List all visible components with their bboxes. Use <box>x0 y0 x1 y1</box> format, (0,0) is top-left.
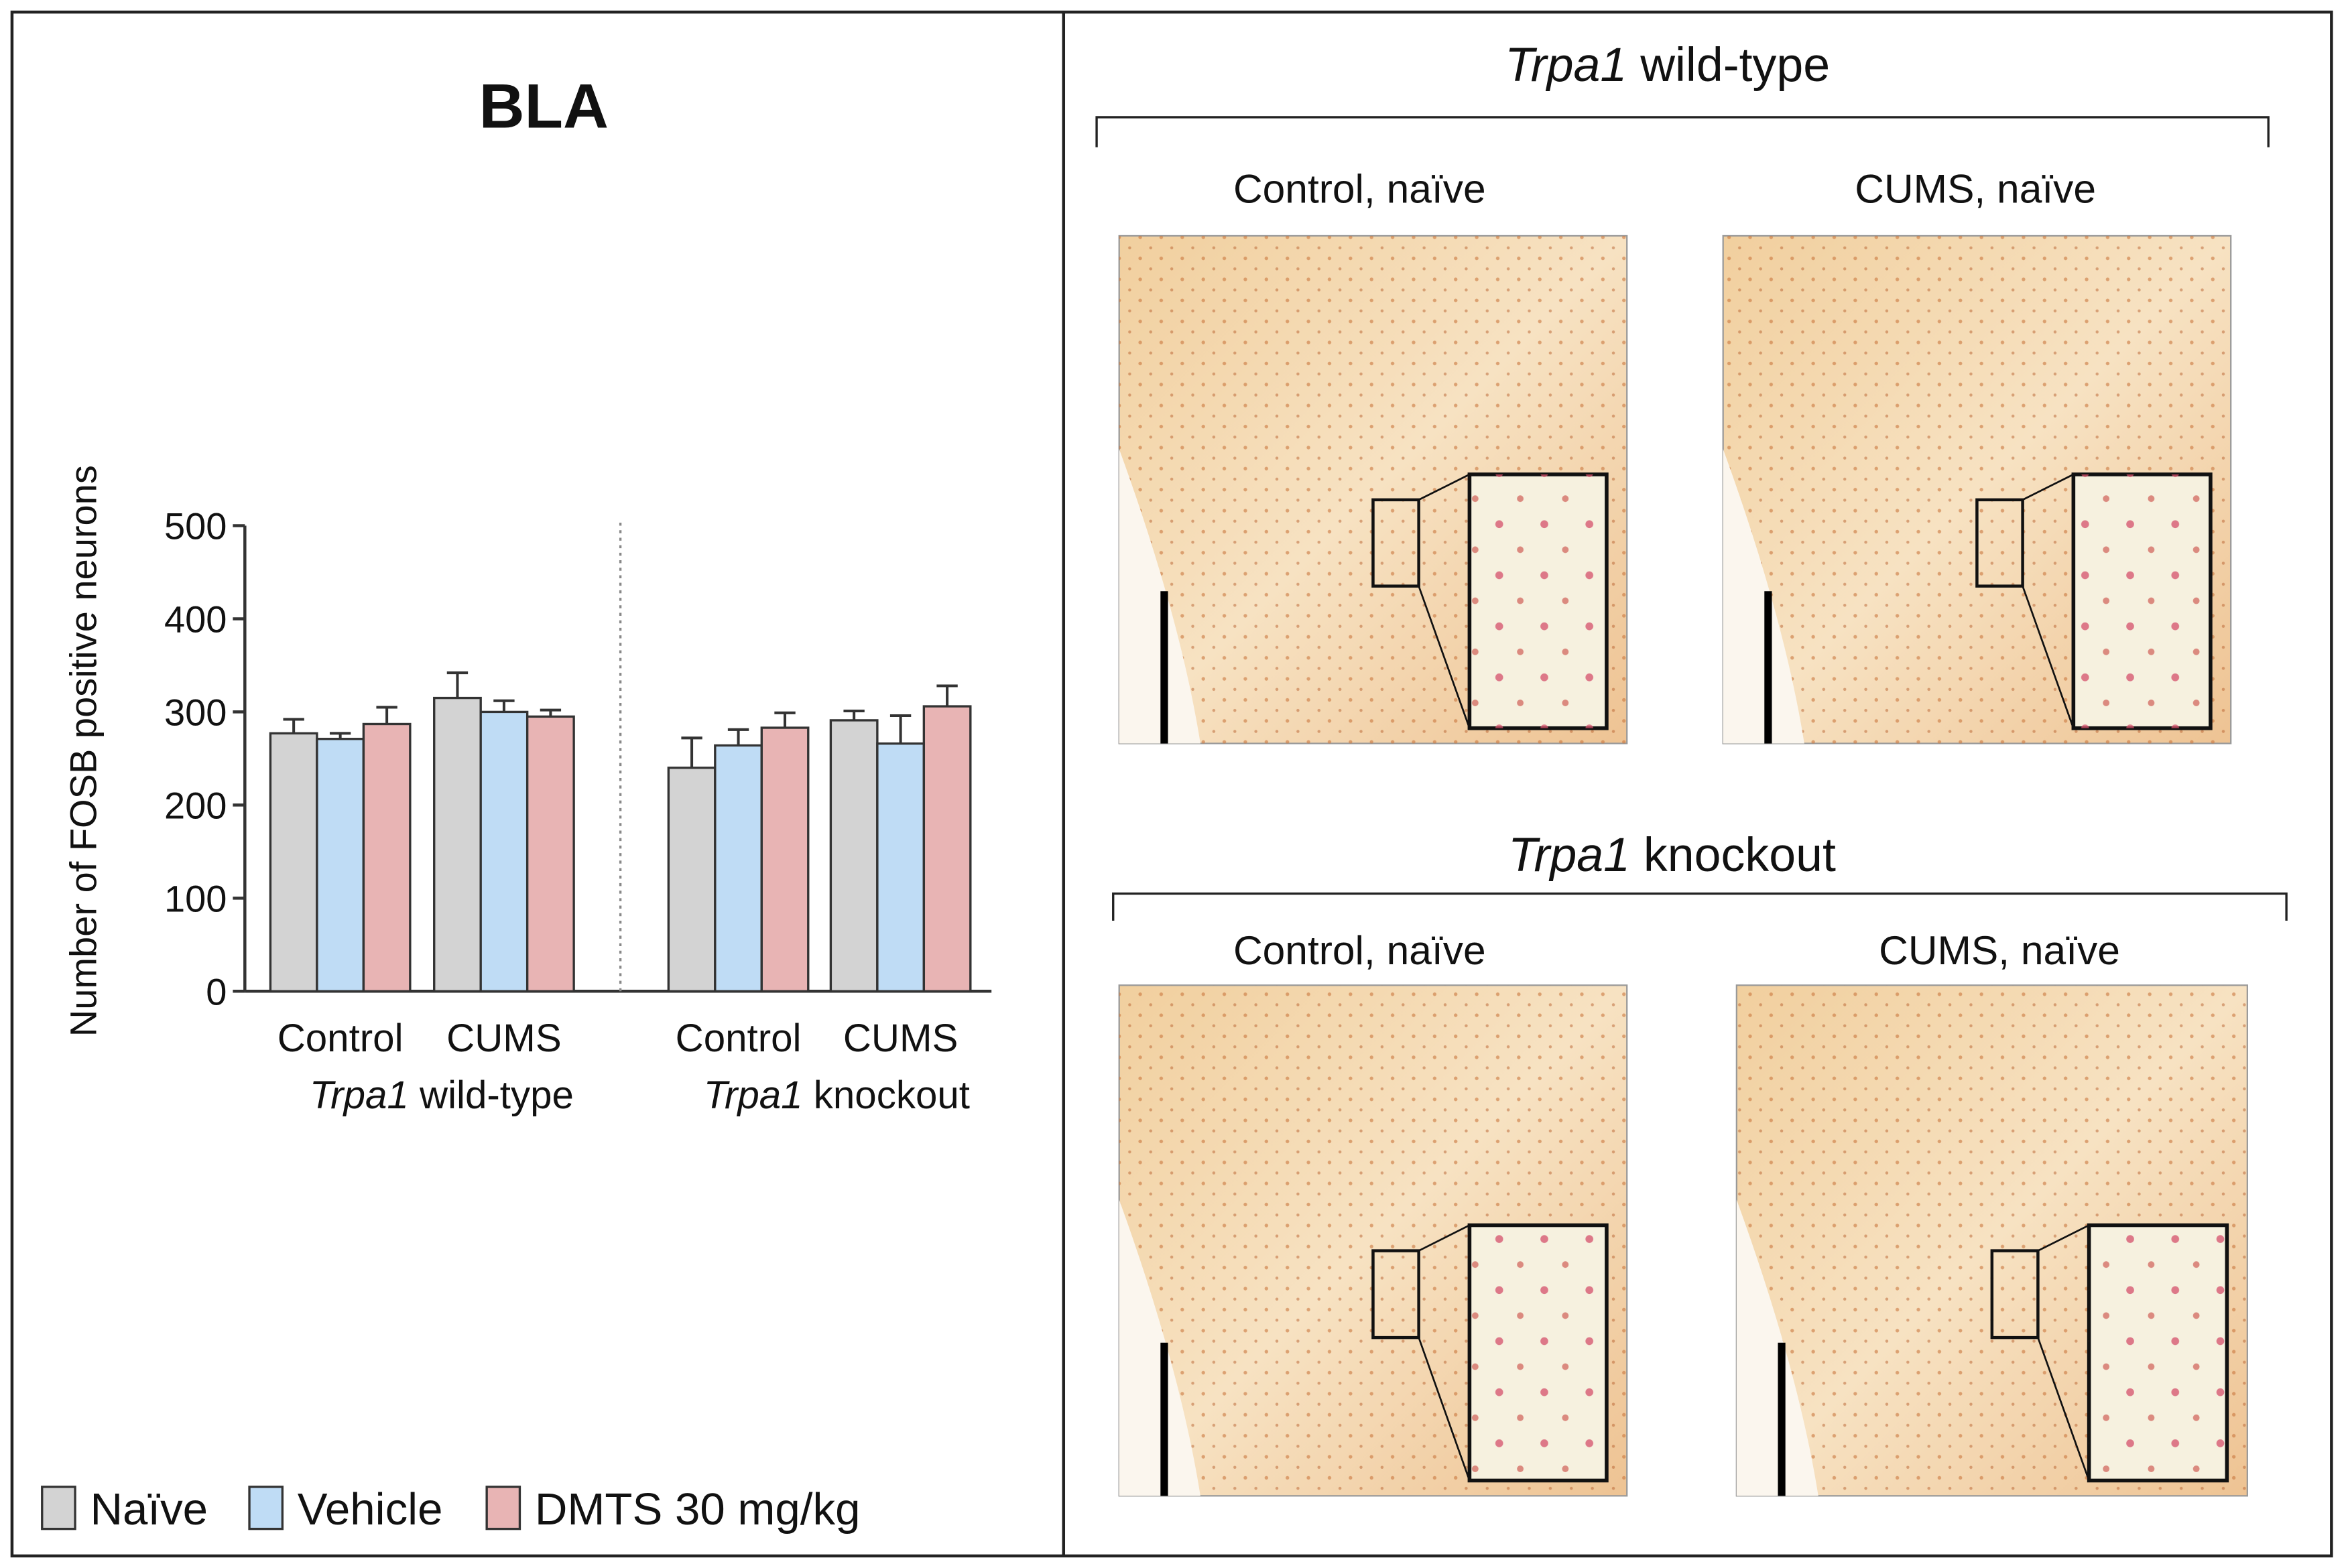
error-bar <box>446 671 469 698</box>
bracket <box>1095 116 2270 147</box>
bar <box>316 738 365 992</box>
y-axis-label: Number of FOSB positive neurons <box>62 465 104 1037</box>
error-bar <box>283 718 304 734</box>
y-tick-label: 400 <box>164 598 227 641</box>
zoom-lines <box>2022 473 2075 729</box>
error-bar <box>936 684 958 707</box>
image-label: CUMS, naïve <box>1879 927 2120 973</box>
error-bar <box>493 699 515 712</box>
group-label-rest: knockout <box>803 1073 970 1117</box>
group-label: Trpa1 wild-type <box>310 1073 574 1117</box>
image-label: Control, naïve <box>1233 927 1486 973</box>
x-tick-label: CUMS <box>843 1017 959 1060</box>
tissue-edge <box>1119 449 1200 744</box>
bar <box>829 719 879 992</box>
roi-box <box>1371 1249 1420 1340</box>
x-tick-label: Control <box>676 1017 802 1060</box>
error-bar <box>727 728 749 746</box>
bar <box>760 726 810 992</box>
bracket <box>1112 892 2288 921</box>
chart-title: BLA <box>479 71 609 141</box>
zoom-cells <box>2073 474 2211 728</box>
error-bar <box>376 706 397 724</box>
bar <box>714 744 763 992</box>
legend-label: Vehicle <box>298 1484 443 1534</box>
tissue-edge <box>1736 1199 1818 1496</box>
y-tick-label: 100 <box>164 878 227 920</box>
tissue-edge <box>1119 1199 1200 1496</box>
y-tick-label: 500 <box>164 505 227 547</box>
panel-title-italic: Trpa1 <box>1505 38 1627 92</box>
image-label: Control, naïve <box>1233 166 1486 212</box>
bar <box>667 767 717 992</box>
y-tick-label: 300 <box>164 692 227 734</box>
bar <box>362 722 412 992</box>
panel-title: Trpa1 knockout <box>1508 828 1836 882</box>
zoom-cells <box>1469 1225 1607 1481</box>
zoom-lines <box>1418 1224 1471 1481</box>
y-tick-label: 200 <box>164 785 227 827</box>
roi-box <box>1371 498 1420 588</box>
error-bar <box>843 710 865 720</box>
image-label: CUMS, naïve <box>1855 166 2096 212</box>
error-bar <box>681 736 702 768</box>
error-bar <box>889 714 912 744</box>
panel-title-rest: knockout <box>1630 828 1836 882</box>
error-bar <box>774 711 796 728</box>
legend-swatch <box>248 1486 284 1530</box>
roi-box <box>1990 1249 2040 1340</box>
roi-box <box>1975 498 2024 588</box>
legend-swatch <box>41 1486 76 1530</box>
tissue-edge <box>1723 449 1804 744</box>
group-label-italic: Trpa1 <box>310 1073 409 1117</box>
bar <box>479 710 529 992</box>
panel-title-rest: wild-type <box>1627 38 1830 92</box>
bar <box>269 732 318 992</box>
x-tick-label: CUMS <box>446 1017 562 1060</box>
zoom-lines <box>1418 473 1471 729</box>
panel-title-italic: Trpa1 <box>1508 828 1630 882</box>
zoom-cells <box>2089 1225 2227 1481</box>
zoom-lines <box>2037 1224 2090 1481</box>
group-label-rest: wild-type <box>409 1073 574 1117</box>
x-tick-label: Control <box>277 1017 404 1060</box>
group-label-italic: Trpa1 <box>704 1073 803 1117</box>
panel-title: Trpa1 wild-type <box>1505 38 1830 92</box>
group-label: Trpa1 knockout <box>704 1073 970 1117</box>
bar <box>876 742 926 992</box>
legend-swatch <box>485 1486 521 1530</box>
frame <box>10 10 2333 1558</box>
legend-label: DMTS 30 mg/kg <box>535 1484 861 1534</box>
bar <box>922 705 972 992</box>
legend-label: Naïve <box>90 1484 208 1534</box>
zoom-cells <box>1469 474 1607 728</box>
bar <box>526 715 575 992</box>
bar <box>433 696 482 992</box>
y-tick-label: 0 <box>206 970 227 1012</box>
